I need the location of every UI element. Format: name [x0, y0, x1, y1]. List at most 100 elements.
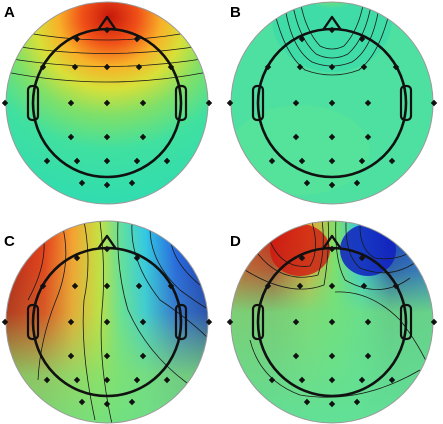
electrode-marker — [358, 157, 366, 165]
electrode-marker — [296, 282, 304, 290]
electrode-marker — [167, 63, 175, 71]
electrode-marker — [1, 99, 9, 107]
electrode-marker — [103, 133, 111, 141]
electrode-marker — [167, 282, 175, 290]
electrode-marker — [264, 63, 272, 71]
electrode-marker — [328, 352, 336, 360]
panel-labels: A B C D — [4, 4, 241, 250]
electrode-marker — [73, 35, 81, 43]
head-a — [1, 1, 213, 205]
electrode-marker — [358, 376, 366, 384]
electrode-marker — [103, 63, 111, 71]
electrode-marker — [328, 63, 336, 71]
electrode-marker — [103, 318, 111, 326]
electrode-marker — [78, 179, 86, 187]
panel-label-a: A — [4, 4, 15, 21]
electrode-marker — [392, 63, 400, 71]
electrode-marker — [43, 157, 51, 165]
electrode-marker — [292, 133, 300, 141]
electrode-marker — [364, 352, 372, 360]
electrode-marker — [103, 26, 111, 34]
electrode-marker — [264, 282, 272, 290]
electrode-marker — [303, 398, 311, 406]
electrode-marker — [303, 179, 311, 187]
electrode-marker — [103, 99, 111, 107]
electrode-marker — [360, 63, 368, 71]
electrode-marker — [358, 254, 366, 262]
electrode-marker — [392, 282, 400, 290]
right-ear-a — [174, 84, 188, 122]
electrode-marker — [67, 318, 75, 326]
electrode-marker — [364, 133, 372, 141]
nose-marker-a — [97, 15, 117, 31]
electrode-marker — [328, 376, 336, 384]
left-ear-a — [26, 84, 40, 122]
electrode-marker — [1, 318, 9, 326]
electrode-marker — [205, 99, 213, 107]
electrode-marker — [128, 398, 136, 406]
electrode-marker — [71, 282, 79, 290]
electrode-marker — [298, 157, 306, 165]
head-c — [1, 220, 213, 424]
panel-label-d: D — [230, 233, 241, 250]
electrode-marker — [360, 282, 368, 290]
head-b — [226, 1, 438, 205]
electrode-marker — [292, 318, 300, 326]
electrode-marker — [163, 157, 171, 165]
electrode-marker — [296, 63, 304, 71]
electrode-marker — [328, 245, 336, 253]
electrode-marker — [364, 318, 372, 326]
electrode-marker — [353, 398, 361, 406]
electrode-marker — [139, 352, 147, 360]
electrode-marker — [226, 318, 234, 326]
electrode-marker — [103, 400, 111, 408]
nose-marker-b — [322, 15, 342, 31]
left-ear-b — [251, 84, 265, 122]
electrode-marker — [103, 352, 111, 360]
electrode-marker — [135, 282, 143, 290]
electrode-marker — [353, 179, 361, 187]
electrode-marker — [328, 26, 336, 34]
electrode-marker — [103, 245, 111, 253]
right-ear-d — [399, 303, 413, 341]
electrode-marker — [133, 35, 141, 43]
electrode-marker — [73, 254, 81, 262]
electrode-marker — [103, 282, 111, 290]
electrode-marker — [292, 352, 300, 360]
electrode-marker — [268, 157, 276, 165]
electrode-marker — [430, 318, 438, 326]
electrode-marker — [133, 254, 141, 262]
electrode-marker — [268, 376, 276, 384]
electrode-marker — [328, 318, 336, 326]
electrode-marker — [133, 376, 141, 384]
electrode-marker — [292, 99, 300, 107]
electrode-marker — [328, 133, 336, 141]
panel-label-b: B — [230, 4, 241, 21]
electrode-marker — [128, 179, 136, 187]
electrode-marker — [67, 133, 75, 141]
electrode-marker — [298, 35, 306, 43]
nose-marker-d — [322, 234, 342, 250]
electrode-marker — [328, 400, 336, 408]
electrode-marker — [73, 376, 81, 384]
electrode-marker — [388, 157, 396, 165]
electrode-marker — [298, 254, 306, 262]
electrode-marker — [39, 282, 47, 290]
electrode-marker — [73, 157, 81, 165]
head-d — [226, 220, 438, 424]
electrode-marker — [39, 63, 47, 71]
electrode-marker — [67, 99, 75, 107]
electrode-marker — [364, 99, 372, 107]
electrode-marker — [328, 99, 336, 107]
electrode-marker — [133, 157, 141, 165]
electrode-marker — [139, 99, 147, 107]
electrode-marker — [328, 181, 336, 189]
electrode-marker — [103, 181, 111, 189]
electrode-marker — [103, 157, 111, 165]
contour-lines-b — [271, 2, 393, 76]
panel-label-c: C — [4, 233, 15, 250]
electrode-marker — [67, 352, 75, 360]
nose-marker-c — [97, 234, 117, 250]
right-ear-c — [174, 303, 188, 341]
